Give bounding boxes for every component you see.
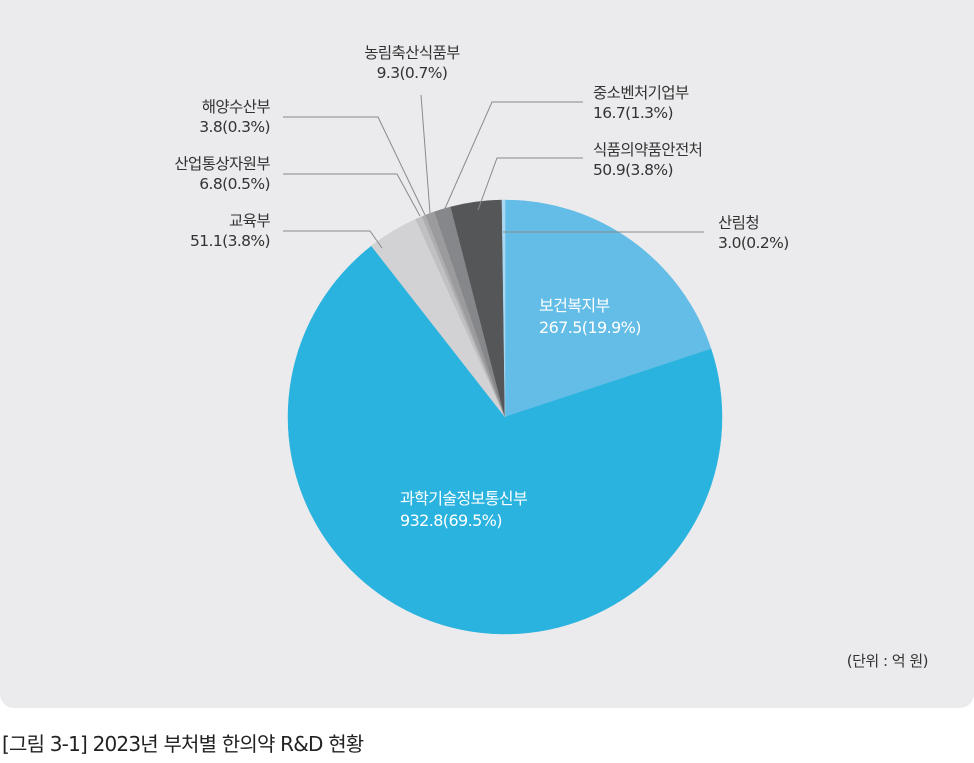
- label-saneop-value: 6.8(0.5%): [199, 175, 270, 193]
- leader-line-saneop: [283, 173, 421, 217]
- label-sanrim-name: 산림청: [718, 214, 759, 232]
- leader-lines: [283, 94, 704, 249]
- label-nongrim-name: 농림축산식품부: [364, 44, 460, 62]
- label-gyoyuk-name: 교육부: [229, 212, 270, 230]
- label-gwahak-name: 과학기술정보통신부: [400, 489, 527, 508]
- label-gwahak-value: 932.8(69.5%): [400, 511, 502, 530]
- label-boknji-value: 267.5(19.9%): [539, 318, 641, 337]
- leader-line-jungso: [442, 101, 583, 214]
- leader-line-haeyang: [283, 116, 426, 216]
- leader-line-nongrim: [420, 94, 431, 214]
- label-sikpum-value: 50.9(3.8%): [593, 161, 673, 179]
- label-sikpum-name: 식품의약품안전처: [593, 141, 702, 159]
- pie-slice: [504, 199, 712, 418]
- leader-line-gyoyuk: [283, 230, 383, 249]
- label-jungso-value: 16.7(1.3%): [593, 104, 673, 122]
- unit-note: (단위 : 억 원): [846, 652, 929, 670]
- label-gyoyuk-value: 51.1(3.8%): [190, 232, 270, 250]
- figure-caption: [그림 3-1] 2023년 부처별 한의약 R&D 현황: [2, 732, 364, 756]
- pie-slice: [287, 245, 723, 635]
- label-saneop-name: 산업통상자원부: [174, 155, 270, 173]
- pie-slice: [501, 199, 506, 418]
- label-boknji-name: 보건복지부: [539, 296, 610, 315]
- label-nongrim-value: 9.3(0.7%): [377, 64, 448, 82]
- label-haeyang-name: 해양수산부: [202, 98, 271, 116]
- label-jungso-name: 중소벤처기업부: [593, 84, 689, 102]
- label-sanrim-value: 3.0(0.2%): [718, 234, 789, 252]
- pie-slices: [287, 199, 723, 635]
- leader-line-sikpum: [477, 157, 583, 211]
- pie-chart: 농림축산식품부 9.3(0.7%) 중소벤처기업부 16.7(1.3%) 식품의…: [174, 44, 789, 635]
- label-haeyang-value: 3.8(0.3%): [199, 118, 270, 136]
